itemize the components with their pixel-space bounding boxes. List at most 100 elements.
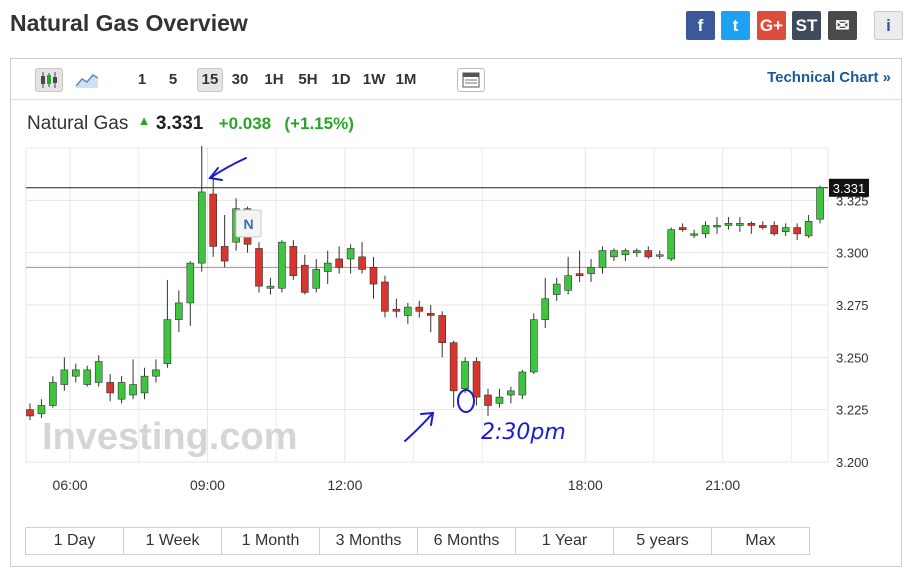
googleplus-share-button[interactable]: G+	[757, 11, 786, 40]
candle	[415, 306, 424, 312]
candle	[106, 382, 114, 394]
candle	[758, 225, 767, 228]
annotation-circle	[457, 389, 475, 413]
candle	[816, 187, 824, 220]
annotation-arrow-low	[404, 413, 433, 442]
candle	[438, 315, 447, 343]
candle	[747, 223, 756, 226]
candle	[518, 371, 527, 396]
interval-1m[interactable]: 1M	[395, 71, 417, 88]
annotation-text: 2:30pm	[481, 420, 566, 445]
candle	[804, 220, 813, 237]
interval-1[interactable]: 1	[137, 71, 147, 88]
candle	[381, 281, 389, 312]
candle	[278, 241, 286, 289]
range-1-year[interactable]: 1 Year	[516, 528, 614, 554]
area-chart-button[interactable]	[73, 68, 101, 92]
candle	[541, 298, 550, 320]
candle	[449, 342, 458, 392]
candle	[255, 248, 263, 287]
candle	[220, 246, 229, 262]
interval-15[interactable]: 15	[197, 68, 223, 92]
annotation-arrowhead-low	[420, 411, 435, 426]
candle	[209, 193, 217, 247]
candle	[587, 267, 595, 274]
info-button[interactable]: i	[874, 11, 903, 40]
candle	[484, 394, 492, 406]
candle	[289, 246, 298, 276]
range-1-week[interactable]: 1 Week	[124, 528, 222, 554]
candle	[83, 369, 92, 385]
investing-watermark: Investing.com	[42, 416, 298, 458]
candle	[335, 258, 343, 268]
candle	[152, 369, 160, 377]
candle	[633, 250, 641, 253]
time-range-selector: 1 Day 1 Week 1 Month 3 Months 6 Months 1 Year…	[25, 527, 810, 555]
twitter-share-button[interactable]: t	[721, 11, 750, 40]
interval-30[interactable]: 30	[231, 71, 249, 88]
email-icon: ✉	[835, 15, 850, 35]
candle	[713, 225, 721, 228]
current-price-tag-label: 3.331	[833, 181, 866, 196]
x-tick-label: 18:00	[568, 477, 603, 493]
chart-toolbar: 1 5 15 30 1H 5H 1D 1W 1M Technical Chart »	[11, 59, 901, 100]
technical-chart-link[interactable]: Technical Chart »	[767, 69, 891, 86]
candlestick-icon	[41, 72, 57, 88]
facebook-share-button[interactable]: f	[686, 11, 715, 40]
range-1-day[interactable]: 1 Day	[26, 528, 124, 554]
y-tick-label: 3.200	[836, 455, 869, 470]
candle	[552, 283, 561, 295]
candle	[72, 369, 80, 377]
range-5-years[interactable]: 5 years	[614, 528, 712, 554]
chart-settings-button[interactable]	[457, 68, 485, 92]
candle	[507, 390, 515, 396]
y-tick-label: 3.225	[836, 403, 869, 418]
table-icon	[462, 72, 480, 88]
y-tick-label: 3.300	[836, 246, 869, 261]
candle	[690, 233, 698, 236]
candle	[404, 306, 412, 316]
range-1-month[interactable]: 1 Month	[222, 528, 320, 554]
info-icon: i	[886, 15, 891, 35]
candle	[26, 409, 34, 417]
instrument-name: Natural Gas	[27, 113, 129, 134]
interval-1h[interactable]: 1H	[264, 71, 284, 88]
x-tick-label: 09:00	[190, 477, 225, 493]
candle	[678, 227, 687, 230]
annotation-arrow-high	[209, 157, 247, 179]
interval-5[interactable]: 5	[168, 71, 178, 88]
candle	[655, 254, 664, 257]
range-3-months[interactable]: 3 Months	[320, 528, 418, 554]
candle	[266, 285, 275, 289]
email-share-button[interactable]: ✉	[828, 11, 857, 40]
candle	[793, 227, 801, 235]
candle	[392, 308, 401, 312]
price-change-percent: (+1.15%)	[284, 114, 354, 133]
candle	[312, 269, 321, 289]
candlestick-chart-button[interactable]	[35, 68, 63, 92]
price-change: +0.038	[218, 114, 272, 133]
candle	[472, 361, 481, 398]
quote-header: Natural Gas ▲ 3.331 +0.038 (+1.15%)	[27, 113, 354, 135]
candle	[346, 248, 355, 260]
interval-1d[interactable]: 1D	[331, 71, 351, 88]
range-max[interactable]: Max	[745, 532, 776, 549]
candle	[94, 361, 103, 383]
stocktwits-share-button[interactable]: ST	[792, 11, 821, 40]
candle	[736, 223, 744, 226]
range-6-months[interactable]: 6 Months	[418, 528, 516, 554]
interval-5h[interactable]: 5H	[298, 71, 318, 88]
candle	[117, 382, 126, 400]
googleplus-icon: G+	[759, 15, 784, 35]
candle	[644, 250, 653, 258]
area-chart-icon	[75, 74, 99, 88]
candle	[461, 361, 469, 390]
candle	[300, 264, 309, 293]
candle	[358, 256, 366, 270]
candle	[60, 369, 69, 385]
candle	[701, 225, 710, 235]
candle	[163, 319, 172, 364]
last-price: 3.331	[155, 113, 204, 134]
interval-1w[interactable]: 1W	[362, 71, 386, 88]
